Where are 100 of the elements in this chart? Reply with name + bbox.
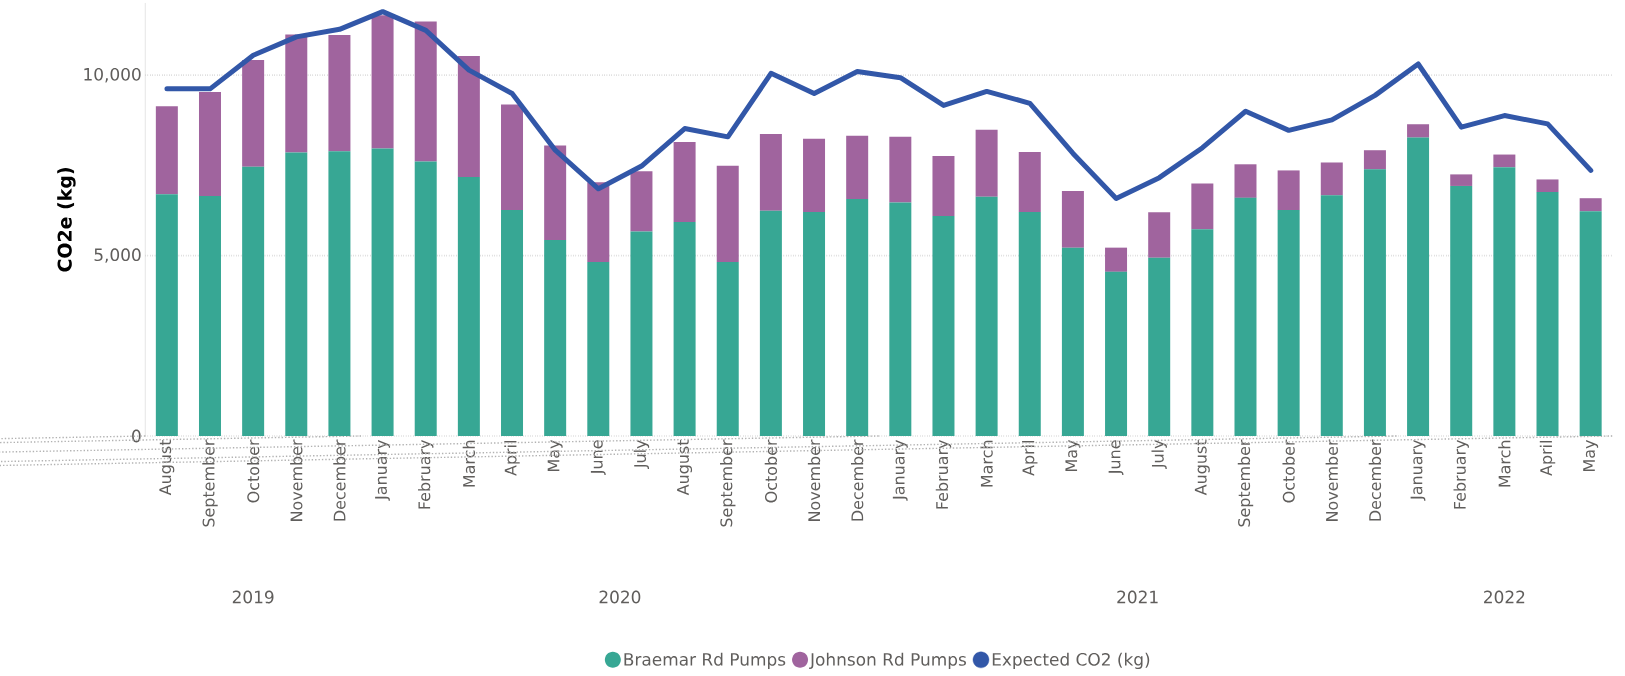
bar (673, 222, 696, 436)
x-tick-label: April (504, 441, 520, 476)
x-tick-label: March (1498, 440, 1511, 487)
bar (501, 104, 524, 211)
x-tick-label: March (980, 440, 993, 487)
x-tick-label: September (1237, 439, 1254, 527)
x-tick-label: November (807, 439, 821, 521)
bar (1320, 162, 1343, 196)
y-tick-label: 0 (132, 429, 141, 443)
bar (1234, 197, 1257, 436)
x-tick-label: November (290, 439, 303, 521)
bar (1105, 271, 1128, 436)
bar (975, 196, 998, 436)
x-tick-label: August (677, 439, 693, 496)
bar (846, 135, 869, 199)
bar (889, 202, 912, 436)
bar (457, 176, 480, 436)
bar (759, 133, 782, 211)
bar (328, 35, 351, 152)
bar (1536, 179, 1559, 193)
bar (155, 106, 178, 195)
x-tick-label: August (1194, 439, 1210, 496)
bar (803, 138, 826, 212)
x-tick-label: February (1453, 439, 1469, 509)
bar (1450, 174, 1473, 186)
bar (242, 60, 265, 167)
bar (1234, 164, 1257, 198)
bar (1363, 150, 1386, 170)
bar (1191, 229, 1214, 436)
x-tick-label: October (764, 439, 778, 503)
bar (1363, 169, 1386, 436)
x-tick-label: December (1368, 439, 1382, 521)
bar (414, 21, 437, 162)
bar (1579, 211, 1602, 436)
bar (932, 215, 955, 436)
text: 2019 (232, 590, 274, 604)
legend-label: Expected CO2 (kg) (992, 652, 1150, 670)
x-tick-label: July (1151, 439, 1167, 470)
x-tick-label: February (935, 439, 952, 509)
bar (975, 129, 998, 197)
bar (155, 194, 178, 436)
bar (1320, 195, 1343, 436)
x-tick-label: May (547, 439, 563, 471)
bar (1493, 167, 1516, 436)
x-tick-label: October (1282, 439, 1295, 503)
bar (198, 92, 221, 197)
text: 2021 (1117, 590, 1158, 604)
bar (1018, 152, 1041, 212)
bar (1536, 192, 1559, 436)
bar (673, 141, 696, 223)
bar (285, 34, 308, 153)
text: 2020 (599, 590, 641, 604)
bar (1061, 190, 1084, 248)
x-tick-label: January (1410, 439, 1426, 501)
x-tick-label: April (1539, 441, 1556, 476)
x-tick-label: October (246, 439, 260, 503)
bar (846, 198, 869, 436)
bar (1105, 247, 1128, 272)
bar (1148, 257, 1171, 436)
x-tick-label: July (633, 439, 650, 470)
y-tick-label: 10,000 (84, 67, 141, 83)
bar (285, 152, 308, 436)
bar (716, 262, 739, 436)
bar (889, 136, 912, 203)
x-tick-label: August (159, 439, 175, 496)
bar (328, 151, 351, 436)
bar (371, 148, 394, 436)
bar (544, 145, 567, 241)
bar (1493, 154, 1516, 168)
bar (932, 155, 955, 216)
bar (587, 182, 610, 263)
x-tick-label: June (1108, 440, 1124, 476)
x-tick-label: June (590, 440, 606, 476)
bar (242, 166, 265, 436)
x-tick-label: April (1022, 441, 1038, 476)
y-tick-label: 5,000 (94, 248, 141, 263)
bar (716, 165, 739, 263)
bar (501, 210, 524, 436)
bar (1061, 247, 1084, 436)
text: 2022 (1484, 590, 1525, 604)
x-tick-label: September (202, 439, 218, 527)
bar (457, 56, 480, 177)
x-tick-label: November (1325, 439, 1338, 521)
bar (1277, 210, 1300, 436)
x-tick-label: February (418, 439, 434, 509)
y-axis-title: CO2e (kg) (57, 168, 76, 272)
legend-label: Johnson Rd Pumps (809, 652, 967, 670)
bar (630, 171, 653, 232)
bar (803, 211, 826, 436)
x-tick-label: December (851, 439, 864, 521)
bar (1407, 124, 1430, 138)
bar (1579, 198, 1602, 212)
bar (1407, 137, 1430, 436)
bar (1148, 212, 1171, 258)
x-tick-label: May (1065, 439, 1081, 471)
bar (414, 161, 437, 436)
legend-label: Braemar Rd Pumps (624, 652, 786, 670)
x-tick-label: January (892, 439, 908, 501)
bar (759, 210, 782, 436)
bar (1277, 170, 1300, 211)
